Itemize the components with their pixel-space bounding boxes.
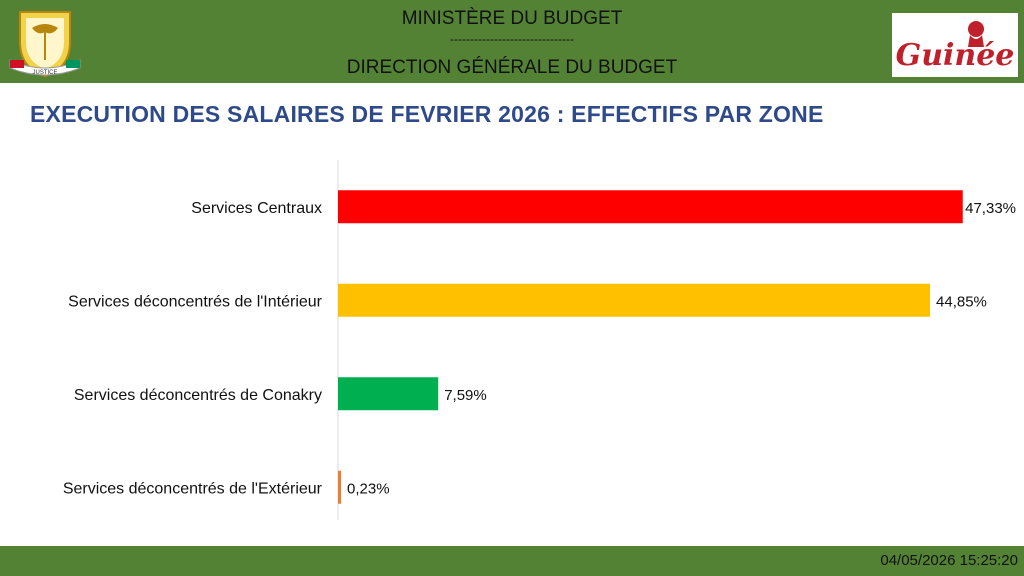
category-label-3: Services déconcentrés de l'Extérieur	[63, 480, 323, 497]
timestamp: 04/05/2026 15:25:20	[880, 552, 1018, 569]
data-label-2: 7,59%	[444, 387, 487, 404]
category-label-1: Services déconcentrés de l'Intérieur	[68, 293, 323, 310]
brand-logo-text: Guinée	[896, 38, 1015, 73]
data-label-1: 44,85%	[936, 293, 987, 310]
guinee-brand-logo: Guinée	[892, 13, 1018, 77]
data-label-3: 0,23%	[347, 480, 390, 497]
bar-chart: Services Centraux 47,33% Services déconcen…	[63, 160, 1016, 520]
bar-0	[338, 190, 963, 224]
category-label-0: Services Centraux	[191, 200, 322, 217]
footer-bar: 04/05/2026 15:25:20	[0, 546, 1024, 576]
data-label-0: 47,33%	[965, 200, 1016, 217]
chart-title: EXECUTION DES SALAIRES DE FEVRIER 2026 :…	[30, 101, 824, 127]
header-bar: JUSTICE MINISTÈRE DU BUDGET ------------…	[0, 0, 1024, 83]
category-label-2: Services déconcentrés de Conakry	[74, 387, 322, 404]
bar-1	[338, 283, 931, 317]
bar-2	[338, 377, 439, 411]
emblem-text: JUSTICE	[32, 70, 57, 76]
coat-of-arms-icon: JUSTICE	[9, 11, 81, 78]
bar-3	[338, 470, 342, 504]
ministry-title: MINISTÈRE DU BUDGET	[401, 8, 623, 29]
direction-title: DIRECTION GÉNÉRALE DU BUDGET	[346, 57, 678, 78]
header-separator: -------------------------------	[450, 32, 574, 46]
